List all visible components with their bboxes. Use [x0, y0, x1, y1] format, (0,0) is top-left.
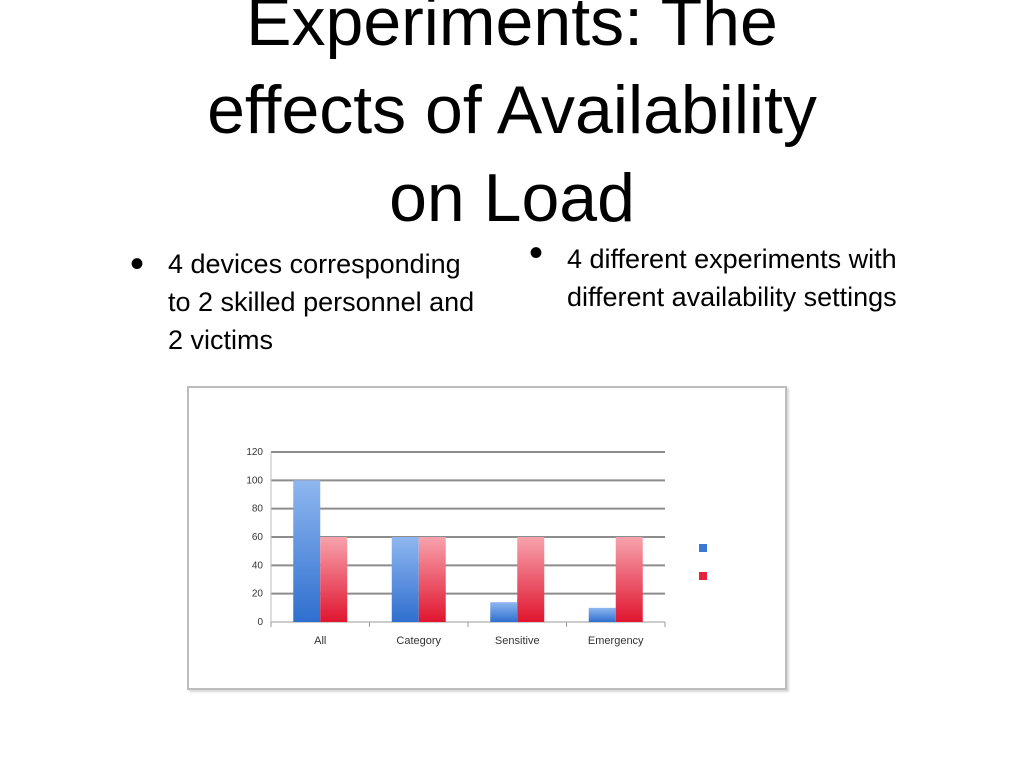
- bullet-text: 4 different experiments with different a…: [567, 244, 897, 312]
- x-category-label: Sensitive: [495, 635, 540, 647]
- y-tick-label: 60: [252, 532, 264, 543]
- bar-series2-category: [418, 537, 446, 622]
- bullet-experiments: • 4 different experiments with different…: [529, 233, 917, 316]
- x-category-label: All: [314, 635, 326, 647]
- title-line-1: Experiments: The: [246, 0, 778, 60]
- legend-swatch-2: [699, 572, 707, 580]
- y-tick-label: 100: [246, 475, 263, 486]
- y-tick-label: 20: [252, 589, 264, 600]
- title-line-2: effects of Availability: [207, 72, 817, 148]
- bullet-devices: • 4 devices corresponding to 2 skilled p…: [130, 244, 478, 359]
- chart-frame: 0 20 40 60 80 100 120 All Category Sensitive Emerg…: [187, 386, 787, 690]
- bar-series2-sensitive: [517, 537, 545, 622]
- bar-series2-emergency: [615, 537, 643, 622]
- y-tick-label: 80: [252, 504, 264, 515]
- legend-swatch-1: [699, 544, 707, 552]
- x-category-label: Emergency: [588, 635, 644, 647]
- bar-series1-all: [293, 480, 321, 622]
- bar-series2-all: [320, 537, 348, 622]
- bar-chart: 0 20 40 60 80 100 120 All Category Sensitive Emerg…: [246, 447, 707, 647]
- y-tick-label: 40: [252, 560, 264, 571]
- title-line-3: on Load: [389, 160, 635, 236]
- bar-series1-emergency: [588, 607, 616, 622]
- bar-series1-category: [391, 537, 419, 622]
- bullet-dot: •: [529, 231, 544, 275]
- y-tick-label: 0: [257, 617, 263, 628]
- y-tick-label: 120: [246, 447, 263, 458]
- bullet-dot: •: [130, 242, 145, 286]
- bullet-text: 4 devices corresponding to 2 skilled per…: [168, 249, 475, 355]
- slide-title: Experiments: The effects of Availability…: [0, 0, 1024, 242]
- bar-series1-sensitive: [490, 602, 518, 622]
- x-category-label: Category: [396, 635, 441, 647]
